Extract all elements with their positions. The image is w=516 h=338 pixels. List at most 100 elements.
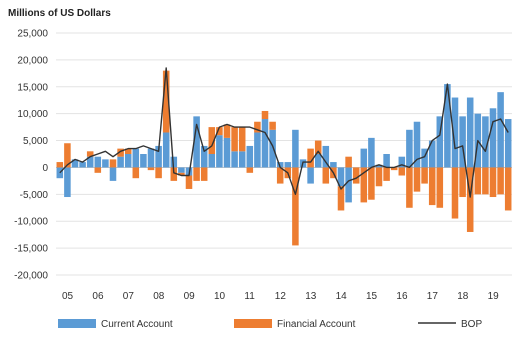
financial-account-bar: [428, 167, 436, 206]
current-account-bar: [451, 97, 459, 168]
legend-swatch-current-account: [58, 319, 96, 328]
financial-account-bar: [254, 121, 261, 133]
current-account-bar: [109, 167, 117, 181]
current-account-bar: [466, 97, 474, 168]
y-tick-label: 25,000: [17, 29, 48, 40]
y-tick-label: -10,000: [14, 217, 48, 228]
financial-account-bar: [383, 167, 390, 181]
financial-account-bar: [352, 167, 360, 184]
financial-account-bar: [436, 167, 444, 208]
current-account-bar: [284, 162, 292, 168]
x-tick-label: 18: [457, 291, 469, 302]
financial-account-bar: [132, 167, 140, 179]
financial-account-bar: [208, 127, 216, 154]
financial-account-bar: [64, 143, 71, 168]
financial-account-bar: [94, 167, 102, 173]
current-account-bar: [231, 151, 238, 168]
y-tick-label: 20,000: [17, 55, 48, 66]
current-account-bar: [489, 108, 497, 168]
current-account-bar: [322, 145, 330, 168]
current-account-bar: [86, 156, 94, 168]
financial-account-bar: [56, 162, 64, 168]
current-account-bar: [208, 154, 216, 168]
current-account-bar: [132, 148, 140, 168]
financial-account-bar: [246, 167, 254, 173]
y-tick-label: 10,000: [17, 109, 48, 120]
current-account-bar: [428, 140, 436, 168]
legend-label-financial-account: Financial Account: [277, 319, 356, 330]
current-account-bar: [269, 129, 276, 168]
financial-account-bar: [413, 167, 421, 192]
financial-account-bar: [406, 167, 413, 208]
current-account-bar: [292, 129, 299, 168]
y-tick-label: -15,000: [14, 244, 48, 255]
current-account-bar: [497, 92, 504, 168]
x-tick-label: 15: [366, 291, 378, 302]
current-account-bar: [246, 145, 254, 168]
financial-account-bar: [276, 167, 284, 184]
financial-account-bar: [261, 110, 269, 120]
bop-series-line: [59, 67, 509, 198]
y-axis: 25,000 20,000 15,000 10,000 5,000 0 -5,000 -10,…: [14, 29, 48, 282]
current-account-bar: [421, 148, 428, 168]
y-tick-label: 5,000: [23, 136, 48, 147]
financial-account-bar: [178, 172, 185, 176]
x-tick-label: 05: [62, 291, 74, 302]
financial-account-bar: [360, 167, 368, 203]
gridlines: [56, 32, 512, 276]
financial-account-bar: [292, 167, 299, 246]
bop-line: [59, 67, 509, 198]
financial-account-bar: [307, 148, 314, 168]
current-account-bar: [200, 145, 208, 168]
financial-account-bar: [170, 167, 178, 181]
current-account-bar: [261, 119, 269, 168]
x-tick-label: 07: [123, 291, 135, 302]
financial-account-bar: [124, 148, 132, 154]
current-account-bar: [383, 154, 390, 168]
current-account-bar: [436, 116, 444, 168]
current-account-bar: [71, 159, 79, 168]
current-account-bar: [413, 121, 421, 168]
financial-account-bar: [314, 140, 322, 154]
legend-label-current-account: Current Account: [101, 319, 173, 330]
unit-label: Millions of US Dollars: [8, 8, 111, 19]
financial-account-bar: [109, 159, 117, 168]
current-account-bar: [345, 167, 352, 203]
current-account-bar: [64, 167, 71, 198]
financial-account-bar: [86, 151, 94, 157]
financial-account-bar: [269, 121, 276, 130]
current-account-bar: [254, 132, 261, 168]
financial-account-bar: [474, 167, 482, 195]
current-account-bar: [193, 116, 200, 168]
financial-account-bar: [155, 167, 162, 179]
financial-account-bar: [200, 167, 208, 181]
x-tick-label: 06: [92, 291, 104, 302]
financial-account-bar: [162, 70, 170, 133]
x-tick-label: 17: [427, 291, 439, 302]
current-account-bar: [216, 135, 223, 168]
financial-account-bar: [117, 148, 124, 157]
financial-account-bar: [375, 167, 383, 187]
financial-account-bar: [451, 167, 459, 219]
x-tick-label: 09: [184, 291, 196, 302]
financial-account-bar: [504, 167, 512, 211]
financial-account-bar: [193, 167, 200, 181]
financial-account-bar: [322, 167, 330, 184]
legend-label-bop: BOP: [461, 319, 482, 330]
bars: [56, 70, 512, 246]
current-account-bar: [482, 116, 489, 168]
financial-account-bar: [459, 167, 466, 198]
financial-account-bar: [147, 167, 155, 171]
financial-account-bar: [390, 167, 398, 171]
legend: Current Account Financial Account BOP: [58, 319, 482, 330]
y-tick-label: 15,000: [17, 82, 48, 93]
x-tick-label: 11: [244, 291, 255, 302]
financial-account-bar: [231, 127, 238, 152]
financial-account-bar: [466, 167, 474, 232]
current-account-bar: [314, 154, 322, 168]
financial-account-bar: [482, 167, 489, 195]
current-account-bar: [94, 156, 102, 168]
x-tick-label: 10: [214, 291, 226, 302]
current-account-bar: [178, 167, 185, 173]
